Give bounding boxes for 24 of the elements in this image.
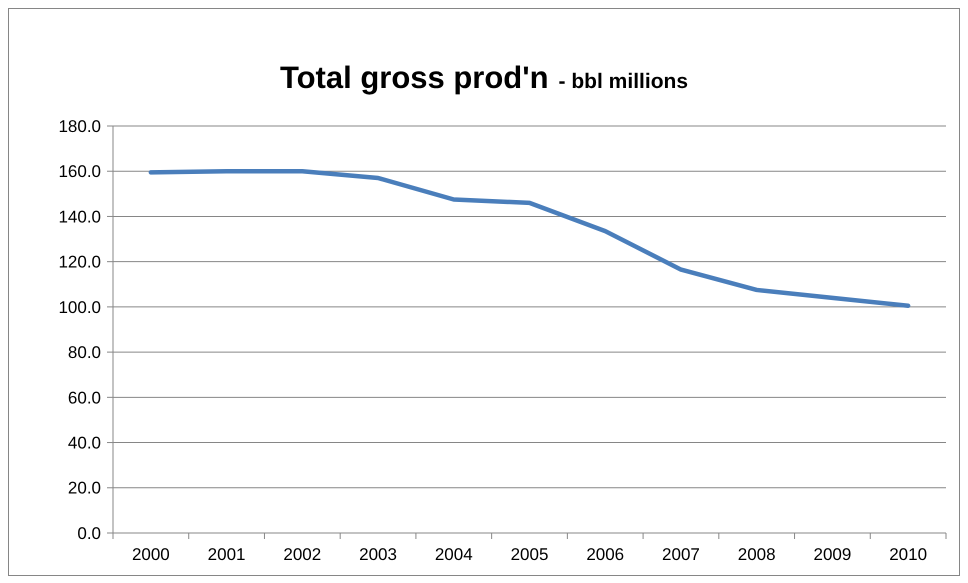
chart-subtitle: - bbl millions	[558, 70, 688, 93]
x-tick-label: 2005	[510, 545, 548, 564]
y-tick-label: 180.0	[58, 116, 101, 136]
y-tick-label: 140.0	[58, 207, 101, 226]
y-tick-label: 160.0	[58, 162, 101, 182]
y-tick-label: 120.0	[58, 252, 101, 272]
x-tick-label: 2010	[889, 545, 928, 564]
y-tick-label: 80.0	[68, 343, 101, 362]
x-tick-label: 2001	[208, 545, 246, 564]
y-tick-label: 60.0	[68, 388, 101, 408]
x-tick-label: 2007	[662, 545, 700, 564]
y-tick-label: 40.0	[68, 434, 101, 453]
x-tick-label: 2002	[283, 545, 322, 564]
y-tick-label: 20.0	[68, 478, 101, 498]
x-tick-label: 2004	[434, 545, 473, 564]
x-tick-label: 2008	[738, 545, 776, 564]
chart-title: Total gross prod'n	[280, 60, 549, 95]
x-tick-label: 2006	[586, 545, 624, 564]
x-tick-label: 2003	[359, 545, 397, 564]
line-series	[148, 168, 910, 308]
x-tick-label: 2000	[132, 545, 170, 564]
y-tick-label: 100.0	[58, 298, 101, 317]
x-tick-label: 2009	[813, 545, 852, 564]
y-tick-label: 0.0	[77, 524, 101, 543]
